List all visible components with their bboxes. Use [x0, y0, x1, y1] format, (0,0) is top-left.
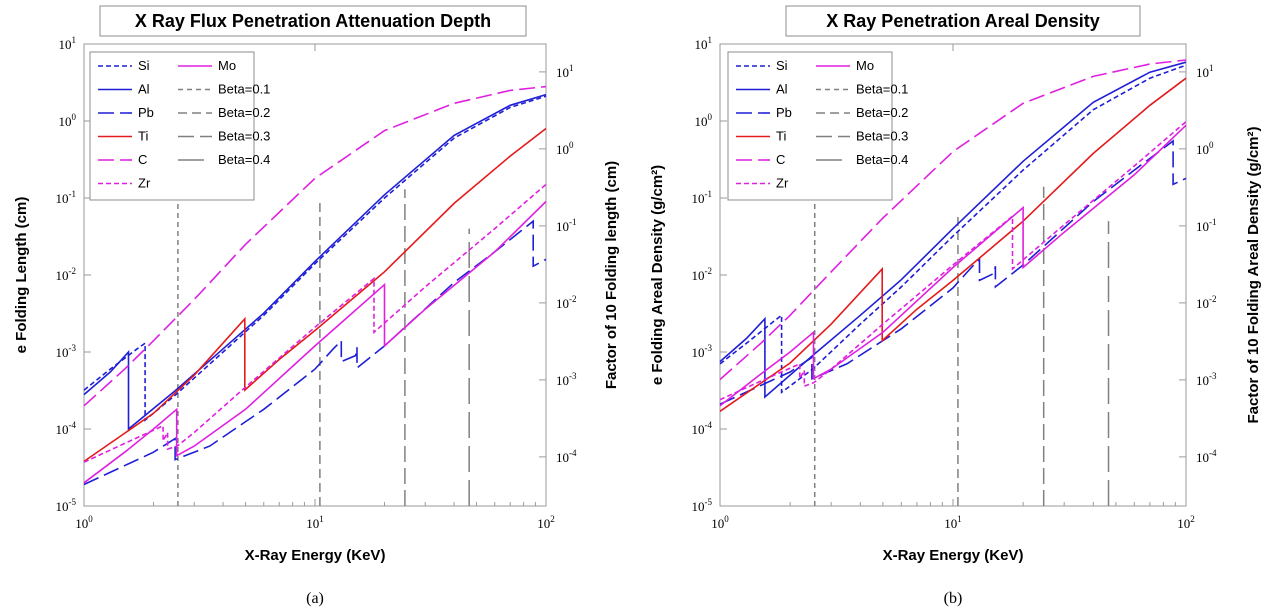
y-tick-label: 100	[59, 112, 77, 129]
beta-lines	[813, 186, 1110, 506]
y-tick-label: 10-2	[56, 266, 77, 283]
legend-label: Pb	[138, 105, 154, 120]
y-tick-label: 10-1	[56, 189, 77, 206]
y-tick-label: 10-5	[692, 497, 713, 514]
y-right-tick-label: 10-3	[556, 371, 577, 388]
series-line-pb	[719, 139, 1187, 405]
chart-panel-a: X Ray Flux Penetration Attenuation Depth…	[13, 5, 620, 607]
series-line-zr	[83, 183, 547, 463]
x-tick-label: 100	[75, 514, 93, 531]
y-tick-label: 10-5	[56, 497, 77, 514]
x-tick-label: 101	[306, 514, 324, 531]
chart-title: X Ray Penetration Areal Density	[826, 11, 1099, 31]
y-right-tick-label: 10-3	[1196, 371, 1217, 388]
legend-label: Zr	[138, 176, 151, 191]
axis-ticks: 100 101 102 10-5 10-4 10-3 10-2 10-1 100 101 10-4 1…	[56, 35, 577, 531]
series-line-c	[719, 59, 1187, 381]
series-line-si	[719, 64, 1187, 394]
y-tick-label: 10-2	[692, 266, 713, 283]
legend-label: Si	[138, 58, 150, 73]
y-tick-label: 10-3	[56, 343, 77, 360]
x-tick-label: 102	[537, 514, 555, 531]
x-tick-label: 102	[1177, 514, 1195, 531]
y-tick-label: 101	[59, 35, 77, 52]
y-right-tick-label: 100	[556, 140, 574, 157]
legend-label: Beta=0.4	[856, 152, 908, 167]
series-line-al	[719, 61, 1187, 399]
legend-label: Al	[138, 82, 150, 97]
y-right-tick-label: 10-4	[556, 448, 577, 465]
legend-box	[89, 51, 255, 201]
y-axis-label: e Folding Length (cm)	[13, 197, 30, 354]
series-line-mo	[719, 124, 1187, 407]
legend-label: Beta=0.1	[856, 82, 908, 97]
chart-panel-b: X Ray Penetration Areal Density X-Ray En…	[649, 5, 1262, 607]
legend-label: Beta=0.4	[218, 152, 270, 167]
y-right-tick-label: 100	[1196, 140, 1214, 157]
y-axis-right-label: Factor of 10 Folding Areal Density (g/cm…	[1245, 127, 1262, 424]
y-axis-label: e Folding Areal Density (g/cm²)	[649, 165, 666, 385]
x-tick-label: 101	[944, 514, 962, 531]
chart-title: X Ray Flux Penetration Attenuation Depth	[135, 11, 491, 31]
legend-label: Ti	[776, 129, 786, 144]
series-line-ti	[719, 77, 1187, 412]
panel-caption: (b)	[944, 590, 963, 607]
legend-label: Mo	[856, 58, 874, 73]
panel-caption: (a)	[306, 590, 324, 607]
chart-title-box	[99, 5, 527, 37]
y-right-tick-label: 10-2	[1196, 294, 1217, 311]
legend-label: Beta=0.2	[218, 105, 270, 120]
legend: Si Al Pb Ti C Zr Mo Beta=0.1 Beta=0.2 Beta=0.3 Bet…	[727, 51, 908, 201]
y-right-tick-label: 101	[1196, 63, 1214, 80]
legend-label: Beta=0.3	[856, 129, 908, 144]
series-line-al	[83, 93, 547, 431]
legend-label: C	[138, 152, 147, 167]
legend-label: C	[776, 152, 785, 167]
legend-label: Ti	[138, 129, 148, 144]
y-tick-label: 10-1	[692, 189, 713, 206]
y-tick-label: 101	[695, 35, 713, 52]
y-tick-label: 10-4	[692, 420, 713, 437]
y-right-tick-label: 101	[556, 63, 574, 80]
legend-label: Al	[776, 82, 788, 97]
y-right-tick-label: 10-4	[1196, 448, 1217, 465]
series-lines	[719, 59, 1187, 412]
x-tick-label: 100	[711, 514, 729, 531]
series-line-mo	[83, 200, 547, 484]
legend-label: Si	[776, 58, 788, 73]
legend-label: Mo	[218, 58, 236, 73]
y-axis-right-label: Factor of 10 Folding length (cm)	[603, 161, 620, 389]
axis-ticks: 100 101 102 10-5 10-4 10-3 10-2 10-1 100 101 10-4 1…	[692, 35, 1217, 531]
y-tick-label: 100	[695, 112, 713, 129]
x-axis-label: X-Ray Energy (KeV)	[245, 547, 386, 564]
legend-label: Pb	[776, 105, 792, 120]
series-line-c	[83, 85, 547, 407]
legend-label: Beta=0.2	[856, 105, 908, 120]
x-axis-label: X-Ray Energy (KeV)	[883, 547, 1024, 564]
series-lines	[83, 85, 547, 486]
legend-box	[727, 51, 893, 201]
y-right-tick-label: 10-1	[1196, 217, 1217, 234]
legend: Si Al Pb Ti C Zr Mo Beta=0.1 Beta=0.2 Beta=0.3 Bet…	[89, 51, 270, 201]
series-line-ti	[83, 127, 547, 463]
y-tick-label: 10-4	[56, 420, 77, 437]
legend-label: Beta=0.1	[218, 82, 270, 97]
legend-label: Zr	[776, 176, 789, 191]
chart-title-box	[785, 5, 1141, 37]
series-line-si	[83, 95, 547, 422]
y-tick-label: 10-3	[692, 343, 713, 360]
y-right-tick-label: 10-1	[556, 217, 577, 234]
y-right-tick-label: 10-2	[556, 294, 577, 311]
legend-label: Beta=0.3	[218, 129, 270, 144]
beta-lines	[177, 189, 470, 506]
